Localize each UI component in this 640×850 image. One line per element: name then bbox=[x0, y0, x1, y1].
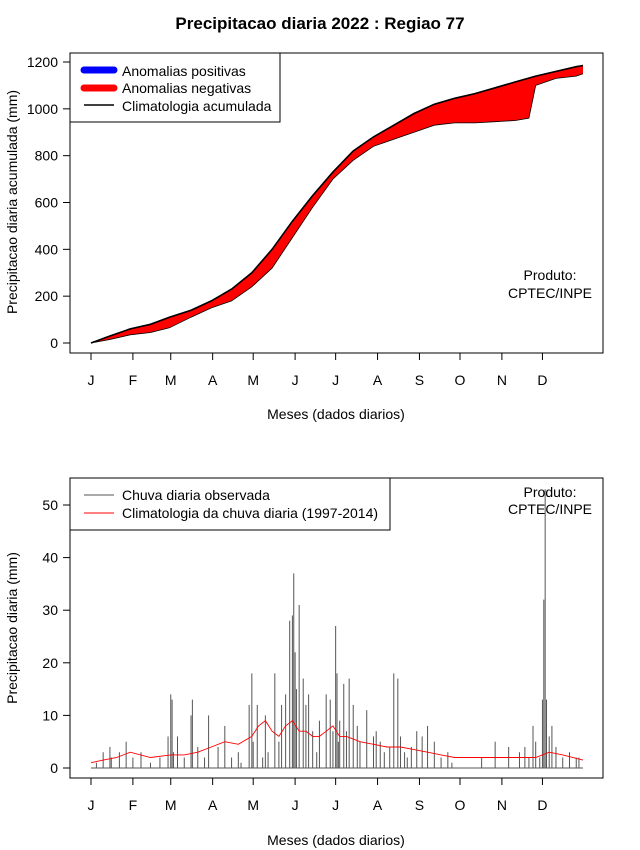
bottom-x-tick-label: J bbox=[292, 797, 299, 813]
top-cumulative-plot bbox=[90, 64, 584, 344]
top-y-tick-label: 1200 bbox=[27, 54, 58, 70]
bottom-y-tick-label: 20 bbox=[42, 655, 58, 671]
top-y-tick-label: 600 bbox=[35, 195, 59, 211]
top-x-tick-label: A bbox=[208, 372, 218, 388]
top-annotation-line1: Produto: bbox=[524, 267, 577, 283]
top-legend: Anomalias positivas Anomalias negativas … bbox=[69, 52, 281, 123]
top-x-tick-label: M bbox=[247, 372, 259, 388]
bottom-y-axis-label: Precipitacao diaria (mm) bbox=[4, 552, 20, 704]
top-x-tick-label: M bbox=[165, 372, 177, 388]
climatology-cumulative-line bbox=[90, 64, 584, 344]
bottom-legend: Chuva diaria observada Climatologia da c… bbox=[69, 477, 391, 531]
bottom-x-tick-label: A bbox=[373, 797, 383, 813]
top-x-tick-label: A bbox=[373, 372, 383, 388]
bottom-x-tick-label: J bbox=[332, 797, 339, 813]
legend-climatology-daily-label: Climatologia da chuva diaria (1997-2014) bbox=[122, 505, 378, 521]
bottom-x-tick-label: F bbox=[129, 797, 138, 813]
top-y-tick-label: 0 bbox=[50, 335, 58, 351]
legend-positive-label: Anomalias positivas bbox=[122, 63, 246, 79]
top-x-tick-label: J bbox=[292, 372, 299, 388]
top-x-tick-label: D bbox=[537, 372, 547, 388]
legend-climatology-label: Climatologia acumulada bbox=[122, 98, 272, 114]
page-title: Precipitacao diaria 2022 : Regiao 77 bbox=[175, 14, 465, 33]
top-axes: 0 200 400 600 800 1000 1200 J F M A M J J A S O N D bbox=[27, 54, 548, 388]
bottom-x-tick-label: D bbox=[537, 797, 547, 813]
top-y-tick-label: 400 bbox=[35, 241, 59, 257]
bottom-x-tick-label: O bbox=[455, 797, 466, 813]
bottom-x-tick-label: J bbox=[88, 797, 95, 813]
bottom-axes: 0 10 20 30 40 50 J F M A M J J A S O N D bbox=[42, 497, 547, 813]
top-x-tick-label: J bbox=[88, 372, 95, 388]
bottom-x-tick-label: S bbox=[415, 797, 424, 813]
bottom-daily-plot bbox=[90, 489, 584, 769]
bottom-y-tick-label: 50 bbox=[42, 497, 58, 513]
bottom-annotation-line2: CPTEC/INPE bbox=[508, 501, 592, 517]
bottom-x-tick-label: M bbox=[165, 797, 177, 813]
bottom-y-tick-label: 10 bbox=[42, 707, 58, 723]
bottom-x-tick-label: N bbox=[497, 797, 507, 813]
top-x-tick-label: N bbox=[497, 372, 507, 388]
bottom-x-tick-label: M bbox=[247, 797, 259, 813]
top-y-tick-label: 200 bbox=[35, 288, 59, 304]
bottom-annotation-line1: Produto: bbox=[524, 484, 577, 500]
top-x-tick-label: S bbox=[415, 372, 424, 388]
top-x-tick-label: O bbox=[455, 372, 466, 388]
top-x-tick-label: F bbox=[129, 372, 138, 388]
climatology-daily-line bbox=[90, 720, 584, 764]
bottom-y-tick-label: 0 bbox=[50, 760, 58, 776]
bottom-x-tick-label: A bbox=[208, 797, 218, 813]
top-y-axis-label: Precipitacao diaria acumulada (mm) bbox=[4, 90, 20, 314]
top-y-tick-label: 800 bbox=[35, 148, 59, 164]
legend-observed-label: Chuva diaria observada bbox=[122, 487, 270, 503]
top-annotation-line2: CPTEC/INPE bbox=[508, 285, 592, 301]
bottom-y-tick-label: 40 bbox=[42, 550, 58, 566]
observed-cumulative-line bbox=[90, 73, 584, 344]
bottom-x-axis-label: Meses (dados diarios) bbox=[267, 832, 405, 848]
bottom-y-tick-label: 30 bbox=[42, 602, 58, 618]
top-x-axis-label: Meses (dados diarios) bbox=[267, 406, 405, 422]
legend-negative-label: Anomalias negativas bbox=[122, 80, 251, 96]
top-x-tick-label: J bbox=[332, 372, 339, 388]
top-y-tick-label: 1000 bbox=[27, 101, 58, 117]
